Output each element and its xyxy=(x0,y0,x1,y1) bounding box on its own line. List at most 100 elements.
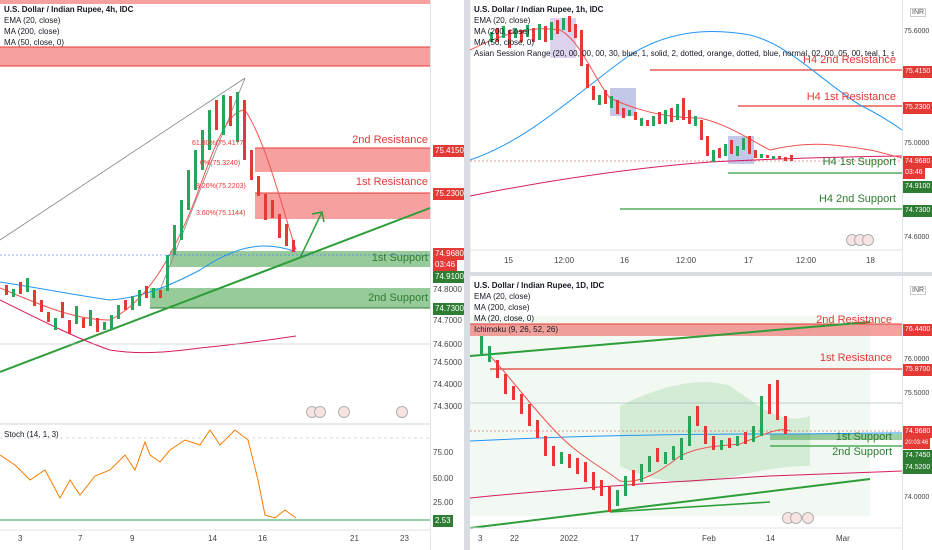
time-tick: Mar xyxy=(836,534,850,543)
time-tick: 3 xyxy=(18,534,23,543)
candles-1h xyxy=(490,16,793,162)
candles-4h xyxy=(5,92,295,334)
price-tick: 75.0000 xyxy=(904,140,930,147)
pane-divider[interactable] xyxy=(470,272,932,276)
time-tick: 17 xyxy=(630,534,639,543)
chart-1h-canvas[interactable] xyxy=(470,0,932,272)
price-tag: 74.7450 xyxy=(903,450,932,462)
time-tick: 17 xyxy=(744,256,753,265)
price-tick: 74.5000 xyxy=(433,358,462,367)
stoch-label[interactable]: Stoch (14, 1, 3) xyxy=(4,430,59,439)
legend-ema[interactable]: EMA (20, close) xyxy=(474,292,531,301)
time-tick: 12:00 xyxy=(554,256,575,265)
level-1st-resistance: 1st Resistance xyxy=(355,176,428,188)
us-flag-event-icon[interactable] xyxy=(802,512,814,524)
price-tag: 76.4400 xyxy=(903,324,932,336)
price-tick: 75.5000 xyxy=(904,390,930,397)
current-price-tag: 74.9680 xyxy=(433,248,464,260)
time-tick: 18 xyxy=(866,256,875,265)
stoch-tick: 25.00 xyxy=(433,498,454,507)
price-tag: 75.2300 xyxy=(903,102,932,114)
level-1st-resistance: 1st Resistance xyxy=(819,352,892,364)
time-tick: 3 xyxy=(478,534,483,543)
legend-ma20[interactable]: MA (20, close, 0) xyxy=(474,314,535,323)
price-tag: 74.7300 xyxy=(433,303,464,315)
time-tick: Feb xyxy=(702,534,716,543)
pane-divider[interactable] xyxy=(464,0,470,550)
fib-label: 61.80%(75.4177) xyxy=(192,140,246,147)
legend-ichimoku[interactable]: Ichimoku (9, 26, 52, 26) xyxy=(474,325,559,334)
legend-ema[interactable]: EMA (20, close) xyxy=(4,16,61,25)
legend-4h: U.S. Dollar / Indian Rupee, 4h, IDC EMA … xyxy=(4,4,133,48)
time-tick: 2022 xyxy=(560,534,578,543)
price-axis-1h[interactable] xyxy=(902,0,932,272)
currency-label[interactable]: INR xyxy=(910,8,927,17)
time-tick: 12:00 xyxy=(796,256,817,265)
price-tick: 74.0000 xyxy=(904,494,930,501)
level-2nd-support: 2nd Support xyxy=(832,446,892,458)
legend-ma50[interactable]: MA (50, close, 0) xyxy=(4,38,65,47)
time-tick: 15 xyxy=(504,256,513,265)
fib-label: 3.60%(75.1144) xyxy=(196,210,246,217)
legend-ma200[interactable]: MA (200, close) xyxy=(474,303,530,312)
us-flag-event-icon[interactable] xyxy=(396,406,408,418)
price-tick: 74.3000 xyxy=(433,402,462,411)
price-tag: 75.4150 xyxy=(433,145,464,157)
time-tick: 14 xyxy=(208,534,217,543)
price-tick: 74.8000 xyxy=(433,285,462,294)
legend-ma200[interactable]: MA (200, close) xyxy=(4,27,60,36)
stoch-tick: 75.00 xyxy=(433,448,454,457)
fib-label: 0%(75.3240) xyxy=(200,160,241,167)
legend-1d: U.S. Dollar / Indian Rupee, 1D, IDC EMA … xyxy=(474,280,604,335)
time-tick: 16 xyxy=(258,534,267,543)
price-tag: 75.8700 xyxy=(903,364,932,376)
countdown-tag: 20:03:46 xyxy=(903,437,931,449)
legend-ma50[interactable]: MA (50, close, 0) xyxy=(474,38,535,47)
price-tag: 74.9100 xyxy=(903,181,932,193)
chart-4h-canvas[interactable] xyxy=(0,0,464,550)
stoch-value-tag: 2.53 xyxy=(433,515,453,527)
us-flag-event-icon[interactable] xyxy=(790,512,802,524)
level-h4-1st-support: H4 1st Support xyxy=(822,156,896,168)
us-flag-event-icon[interactable] xyxy=(314,406,326,418)
chart-1h-pane[interactable]: U.S. Dollar / Indian Rupee, 1h, IDC EMA … xyxy=(470,0,932,272)
chart-title: U.S. Dollar / Indian Rupee, 1D, IDC xyxy=(474,281,605,290)
time-tick: 7 xyxy=(78,534,83,543)
chart-title: U.S. Dollar / Indian Rupee, 4h, IDC xyxy=(4,5,134,14)
countdown-tag: 03:46 xyxy=(903,167,925,179)
level-h4-1st-resistance: H4 1st Resistance xyxy=(806,91,896,103)
time-tick: 23 xyxy=(400,534,409,543)
candles-1d xyxy=(480,336,787,512)
current-price-tag: 74.9680 xyxy=(903,426,932,438)
us-flag-event-icon[interactable] xyxy=(338,406,350,418)
price-tag: 74.5200 xyxy=(903,462,932,474)
chart-1d-pane[interactable]: U.S. Dollar / Indian Rupee, 1D, IDC EMA … xyxy=(470,276,932,550)
level-1st-support: 1st Support xyxy=(835,431,892,443)
level-2nd-support: 2nd Support xyxy=(368,292,428,304)
legend-1h: U.S. Dollar / Indian Rupee, 1h, IDC EMA … xyxy=(474,4,894,59)
time-tick: 14 xyxy=(766,534,775,543)
price-tag: 74.9100 xyxy=(433,271,464,283)
chart-1d-canvas[interactable] xyxy=(470,276,932,550)
level-2nd-resistance: 2nd Resistance xyxy=(816,314,892,326)
legend-ma200[interactable]: MA (200, close) xyxy=(474,27,530,36)
price-tick: 74.6000 xyxy=(433,340,462,349)
legend-asian-session[interactable]: Asian Session Range (20, 00, 00, 00, 30,… xyxy=(474,49,894,58)
price-tick: 74.6000 xyxy=(904,234,930,241)
stoch-tick: 50.00 xyxy=(433,474,454,483)
fib-label: 8.20%(75.2203) xyxy=(196,183,246,190)
time-tick: 16 xyxy=(620,256,629,265)
price-tick: 76.0000 xyxy=(904,356,930,363)
level-h4-2nd-support: H4 2nd Support xyxy=(818,193,896,205)
price-axis-1d[interactable] xyxy=(902,276,932,550)
chart-4h-pane[interactable]: U.S. Dollar / Indian Rupee, 4h, IDC EMA … xyxy=(0,0,464,550)
price-tick: 74.7000 xyxy=(433,316,462,325)
price-tag: 75.2300 xyxy=(433,188,464,200)
legend-ema[interactable]: EMA (20, close) xyxy=(474,16,531,25)
price-tick: 74.4000 xyxy=(433,380,462,389)
level-1st-support: 1st Support xyxy=(371,252,428,264)
us-flag-event-icon[interactable] xyxy=(862,234,874,246)
time-tick: 12:00 xyxy=(676,256,697,265)
currency-label[interactable]: INR xyxy=(910,286,927,295)
level-h4-2nd-resistance: H4 2nd Resistance xyxy=(803,54,896,66)
